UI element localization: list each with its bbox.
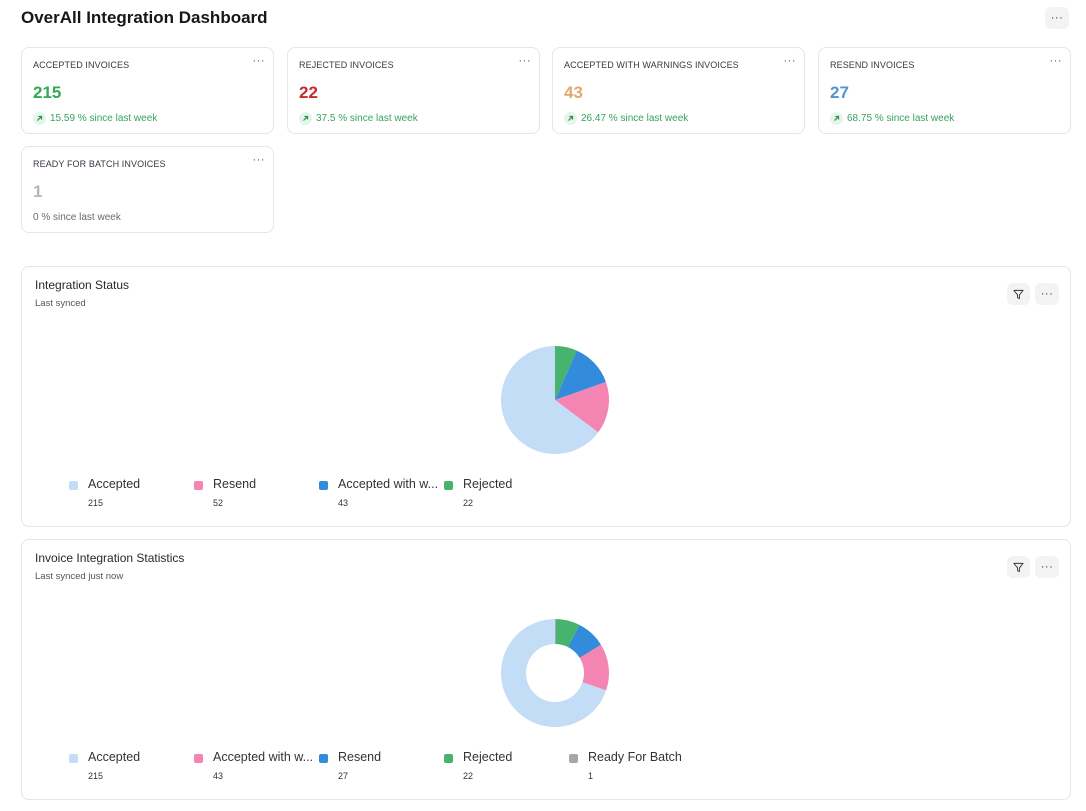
- arrow-up-right-icon: [830, 112, 843, 125]
- card-menu-button[interactable]: ···: [252, 154, 265, 166]
- legend-label: Rejected: [463, 477, 513, 491]
- legend-value: 1: [588, 771, 594, 781]
- legend-label: Rejected: [463, 750, 513, 764]
- pie-slice-rejected[interactable]: [555, 619, 580, 648]
- pie-slice-resend[interactable]: [568, 624, 602, 658]
- legend-swatch: [69, 754, 78, 763]
- card-value: 43: [564, 83, 583, 102]
- legend-label: Ready For Batch: [588, 750, 682, 764]
- panel-title: Invoice Integration Statistics: [35, 551, 185, 565]
- legend-value: 215: [88, 498, 104, 508]
- card-accepted-with-warnings-invoices[interactable]: ACCEPTED WITH WARNINGS INVOICES ··· 43 2…: [552, 47, 805, 134]
- card-value: 215: [33, 83, 62, 102]
- card-trend-text: 0 % since last week: [33, 212, 121, 223]
- card-trend-text: 15.59 % since last week: [50, 113, 158, 124]
- card-trend-text: 37.5 % since last week: [316, 113, 418, 124]
- legend-label: Accepted: [88, 750, 141, 764]
- legend-label: Accepted: [88, 477, 141, 491]
- pie-slice-rejected[interactable]: [555, 346, 577, 400]
- arrow-up-right-icon: [564, 112, 577, 125]
- card-menu-button[interactable]: ···: [252, 55, 265, 67]
- pie-slice-accepted[interactable]: [501, 346, 599, 454]
- legend-swatch: [194, 754, 203, 763]
- card-value: 22: [299, 83, 318, 102]
- legend-value: 215: [88, 771, 104, 781]
- pie-slice-resend[interactable]: [555, 381, 609, 433]
- card-ready-for-batch-invoices[interactable]: READY FOR BATCH INVOICES ··· 1 0 % since…: [21, 146, 274, 233]
- card-trend: 15.59 % since last week: [33, 112, 157, 125]
- filter-icon: [1013, 289, 1024, 299]
- pie-slice-accepted-with-w[interactable]: [555, 350, 606, 400]
- integration-status-pie-chart: [501, 346, 609, 454]
- card-trend-text: 26.47 % since last week: [581, 113, 689, 124]
- pie-slice-accepted[interactable]: [501, 619, 607, 727]
- card-value: 27: [830, 83, 849, 102]
- card-title: READY FOR BATCH INVOICES: [33, 159, 166, 169]
- invoice-statistics-donut-chart: [501, 619, 609, 727]
- filter-button[interactable]: [1007, 283, 1030, 305]
- card-title: REJECTED INVOICES: [299, 60, 394, 70]
- legend-value: 43: [213, 771, 224, 781]
- legend-label: Accepted with w...: [213, 750, 314, 764]
- panel-menu-button[interactable]: ···: [1035, 556, 1059, 578]
- arrow-up-right-icon: [299, 112, 312, 125]
- card-rejected-invoices[interactable]: REJECTED INVOICES ··· 22 37.5 % since la…: [287, 47, 540, 134]
- legend-swatch: [569, 754, 578, 763]
- card-trend: 26.47 % since last week: [564, 112, 688, 125]
- legend-swatch: [444, 754, 453, 763]
- page-title: OverAll Integration Dashboard: [21, 8, 268, 27]
- arrow-up-right-icon: [33, 112, 46, 125]
- more-icon: ···: [1040, 561, 1054, 573]
- legend-swatch: [319, 481, 328, 490]
- pie-slice-ready-for-batch[interactable]: [555, 619, 557, 645]
- pie-slice-accepted-with-w[interactable]: [579, 644, 609, 691]
- legend-swatch: [194, 481, 203, 490]
- legend-value: 22: [463, 498, 474, 508]
- panel-subtitle: Last synced just now: [35, 571, 124, 582]
- legend-swatch: [319, 754, 328, 763]
- card-trend: 37.5 % since last week: [299, 112, 418, 125]
- panel-title: Integration Status: [35, 278, 130, 292]
- card-menu-button[interactable]: ···: [783, 55, 796, 67]
- dashboard-menu-button[interactable]: ···: [1045, 7, 1069, 29]
- card-value: 1: [33, 182, 43, 201]
- filter-icon: [1013, 562, 1024, 572]
- more-icon: ···: [1050, 12, 1064, 24]
- legend-value: 22: [463, 771, 474, 781]
- card-title: RESEND INVOICES: [830, 60, 915, 70]
- card-trend: 0 % since last week: [33, 212, 121, 223]
- more-icon: ···: [1040, 288, 1054, 300]
- invoice-statistics-panel: Invoice Integration Statistics Last sync…: [21, 539, 1071, 800]
- card-title: ACCEPTED WITH WARNINGS INVOICES: [564, 60, 739, 70]
- legend-label: Resend: [338, 750, 382, 764]
- legend-label: Resend: [213, 477, 257, 491]
- legend-swatch: [444, 481, 453, 490]
- legend-value: 52: [213, 498, 224, 508]
- legend-value: 27: [338, 771, 349, 781]
- card-trend-text: 68.75 % since last week: [847, 113, 955, 124]
- legend-value: 43: [338, 498, 349, 508]
- filter-button[interactable]: [1007, 556, 1030, 578]
- card-resend-invoices[interactable]: RESEND INVOICES ··· 27 68.75 % since las…: [818, 47, 1071, 134]
- legend-swatch: [69, 481, 78, 490]
- panel-subtitle: Last synced: [35, 298, 86, 309]
- card-accepted-invoices[interactable]: ACCEPTED INVOICES ··· 215 15.59 % since …: [21, 47, 274, 134]
- panel-menu-button[interactable]: ···: [1035, 283, 1059, 305]
- card-menu-button[interactable]: ···: [518, 55, 531, 67]
- integration-status-panel: Integration Status Last synced ··· Accep…: [21, 266, 1071, 527]
- card-menu-button[interactable]: ···: [1049, 55, 1062, 67]
- legend-label: Accepted with w...: [338, 477, 439, 491]
- card-title: ACCEPTED INVOICES: [33, 60, 130, 70]
- card-trend: 68.75 % since last week: [830, 112, 954, 125]
